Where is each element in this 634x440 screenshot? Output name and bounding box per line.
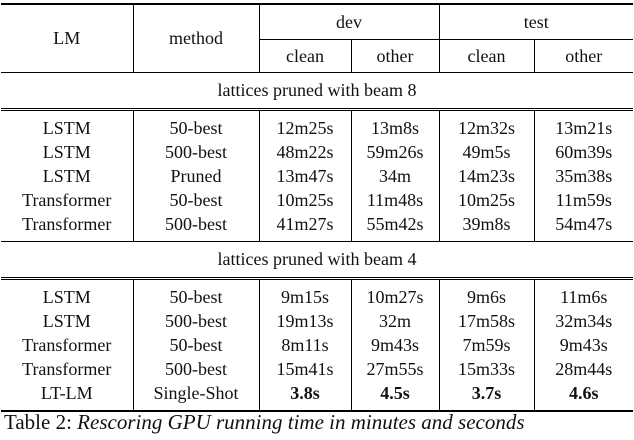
cell-test-clean: 39m8s xyxy=(439,212,535,242)
cell-dev-clean: 3.8s xyxy=(259,381,352,412)
cell-method: 500-best xyxy=(133,309,260,333)
cell-method: 50-best xyxy=(133,108,260,140)
caption-label: Table 2: xyxy=(4,410,72,434)
cell-lm: LT-LM xyxy=(1,381,134,412)
cell-test-clean: 14m23s xyxy=(439,164,535,188)
cell-lm: LSTM xyxy=(1,140,134,164)
cell-method: 500-best xyxy=(133,357,260,381)
cell-method: 50-best xyxy=(133,188,260,212)
caption-text: Rescoring GPU running time in minutes an… xyxy=(77,410,525,434)
cell-dev-clean: 12m25s xyxy=(259,108,352,140)
cell-test-other: 35m38s xyxy=(555,165,613,186)
method-header: method xyxy=(133,3,260,73)
cell-test-clean: 9m6s xyxy=(439,277,535,309)
cell-method: Single-Shot xyxy=(133,381,260,412)
test-header: test xyxy=(439,3,633,40)
cell-dev-clean: 48m22s xyxy=(259,140,352,164)
cell-dev-clean: 15m41s xyxy=(259,357,352,381)
cell-method: Pruned xyxy=(133,164,260,188)
cell-dev-other: 10m27s xyxy=(351,277,440,309)
cell-lm: LSTM xyxy=(1,309,134,333)
cell-lm: Transformer xyxy=(1,188,134,212)
table-row: Transformer 50-best 8m11s 9m43s 7m59s 9m43s xyxy=(1,333,633,357)
cell-lm: Transformer xyxy=(1,212,134,242)
table-caption: Table 2: Rescoring GPU running time in m… xyxy=(4,410,525,435)
cell-test-other: 54m47s xyxy=(555,213,613,234)
cell-dev-clean: 19m13s xyxy=(259,309,352,333)
cell-test-clean: 7m59s xyxy=(439,333,535,357)
cell-lm: Transformer xyxy=(1,333,134,357)
cell-dev-other: 11m48s xyxy=(351,188,440,212)
cell-test-other: 11m6s xyxy=(534,277,633,309)
cell-dev-other: 4.5s xyxy=(351,381,440,412)
cell-lm: LSTM xyxy=(1,108,134,140)
cell-lm: LSTM xyxy=(1,164,134,188)
cell-test-clean: 10m25s xyxy=(439,188,535,212)
table-row: LT-LM Single-Shot 3.8s 4.5s 3.7s 4.6s xyxy=(1,381,633,412)
test-other-header: other xyxy=(534,39,633,73)
section-title: lattices pruned with beam 4 xyxy=(1,241,633,279)
cell-dev-other: 27m55s xyxy=(351,357,440,381)
cell-method: 500-best xyxy=(133,140,260,164)
cell-lm: LSTM xyxy=(1,277,134,309)
cell-dev-clean: 8m11s xyxy=(259,333,352,357)
cell-test-other: 11m59s xyxy=(555,189,612,210)
cell-test-other: 60m39s xyxy=(555,141,613,162)
cell-dev-clean: 13m47s xyxy=(259,164,352,188)
cell-test-other: 32m34s xyxy=(555,310,613,331)
cell-test-clean: 15m33s xyxy=(439,357,535,381)
cell-test-other: 4.6s xyxy=(534,381,633,412)
table-row: Transformer 500-best 15m41s 27m55s 15m33s 28m… xyxy=(1,357,633,381)
dev-other-header: other xyxy=(351,39,440,73)
cell-test-other: 28m44s xyxy=(555,358,613,379)
test-clean-header: clean xyxy=(439,39,535,73)
cell-test-other: 9m43s xyxy=(559,334,608,355)
cell-method: 500-best xyxy=(133,212,260,242)
cell-lm: Transformer xyxy=(1,357,134,381)
cell-test-clean: 17m58s xyxy=(439,309,535,333)
cell-dev-other: 13m8s xyxy=(351,108,440,140)
lm-header: LM xyxy=(1,3,134,73)
table-row: Transformer 500-best 41m27s 55m42s 39m8s 54m4… xyxy=(1,212,633,242)
cell-method: 50-best xyxy=(133,277,260,309)
dev-clean-header: clean xyxy=(259,39,352,73)
table-row: LSTM 50-best 9m15s 10m27s 9m6s 11m6s xyxy=(1,277,633,309)
cell-dev-other: 9m43s xyxy=(351,333,440,357)
table-row: LSTM 500-best 19m13s 32m 17m58s 32m34s xyxy=(1,309,633,333)
table-row: LSTM 500-best 48m22s 59m26s 49m5s 60m39s xyxy=(1,140,633,164)
section-title: lattices pruned with beam 8 xyxy=(1,72,633,110)
cell-dev-clean: 10m25s xyxy=(259,188,352,212)
cell-method: 50-best xyxy=(133,333,260,357)
cell-dev-clean: 41m27s xyxy=(259,212,352,242)
cell-dev-clean: 9m15s xyxy=(259,277,352,309)
dev-header: dev xyxy=(259,3,440,40)
table-row: Transformer 50-best 10m25s 11m48s 10m25s 11m5… xyxy=(1,188,633,212)
cell-test-clean: 12m32s xyxy=(439,108,535,140)
cell-test-clean: 3.7s xyxy=(439,381,535,412)
cell-test-clean: 49m5s xyxy=(439,140,535,164)
cell-dev-other: 34m xyxy=(351,164,440,188)
table-row: LSTM Pruned 13m47s 34m 14m23s 35m38s xyxy=(1,164,633,188)
results-table: LM method dev test clean other clean oth… xyxy=(1,3,633,412)
cell-dev-other: 59m26s xyxy=(351,140,440,164)
cell-test-other: 13m21s xyxy=(534,108,633,140)
cell-dev-other: 55m42s xyxy=(351,212,440,242)
table-row: LSTM 50-best 12m25s 13m8s 12m32s 13m21s xyxy=(1,108,633,140)
cell-dev-other: 32m xyxy=(351,309,440,333)
